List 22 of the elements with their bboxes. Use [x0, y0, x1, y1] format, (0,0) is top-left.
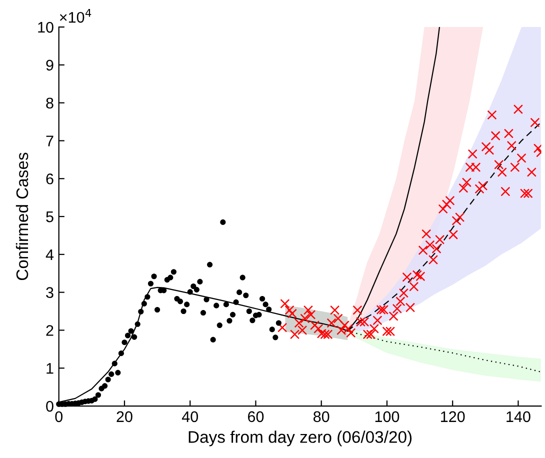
- x-tick-label: 140: [506, 411, 530, 422]
- y-tick-label: 5: [46, 212, 54, 222]
- y-tick-label: 2: [46, 325, 54, 336]
- x-tick-label: 40: [182, 411, 198, 422]
- y-tick-label: 6: [46, 173, 54, 184]
- text: ×10$^{4}$: [60, 8, 92, 23]
- y-tick-label: 10: [38, 22, 54, 33]
- x-tick-label: 80: [314, 411, 330, 422]
- x-tick-label: 100: [375, 411, 400, 422]
- y-axis-title: Confirmed Cases: [16, 152, 28, 280]
- x-tick-label: 60: [248, 411, 264, 422]
- x-tick-label: 120: [441, 411, 465, 422]
- y-tick-label: 1: [46, 363, 54, 374]
- y-tick-label: 8: [46, 98, 54, 109]
- y-tick-label: 3: [46, 287, 54, 298]
- y-tick-label: 9: [46, 60, 54, 71]
- y-tick-label: 7: [46, 136, 54, 146]
- x-axis-title: Days from day zero (06/03/20): [188, 430, 412, 446]
- x-tick-label: 0: [55, 411, 63, 422]
- x-tick-label: 20: [116, 411, 132, 422]
- y-tick-label: 4: [46, 249, 54, 260]
- y-tick-label: 0: [46, 400, 54, 412]
